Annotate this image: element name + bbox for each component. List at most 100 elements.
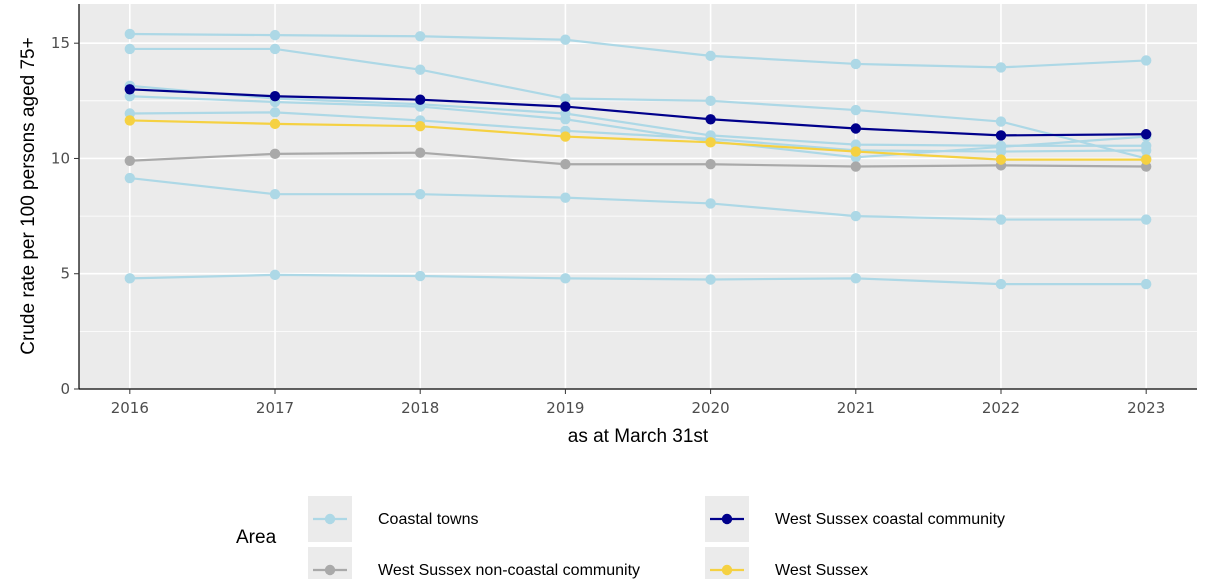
y-tick-label: 10 <box>51 149 70 167</box>
data-point <box>560 131 571 142</box>
series-1 <box>124 43 1152 164</box>
series-line <box>129 111 1147 153</box>
x-axis-ticks: 2016 2017 2018 2019 2020 2021 2022 2023 <box>111 389 1165 417</box>
data-point <box>995 146 1007 157</box>
legend-label: West Sussex non-coastal community <box>378 562 640 579</box>
data-point <box>1140 129 1152 140</box>
data-point <box>1140 145 1152 156</box>
data-point <box>995 278 1007 290</box>
x-tick-label: 2020 <box>692 399 730 417</box>
data-point <box>415 188 426 200</box>
series-line <box>129 95 1147 159</box>
data-point <box>415 147 426 158</box>
x-tick-label: 2021 <box>837 399 875 417</box>
data-point <box>560 273 571 284</box>
data-point <box>124 28 136 40</box>
data-point <box>850 58 861 70</box>
data-point <box>850 146 861 157</box>
series-layer <box>124 28 1152 290</box>
data-point <box>850 104 861 116</box>
data-point <box>124 273 136 284</box>
data-point <box>269 43 281 55</box>
legend-item: Coastal towns <box>308 496 479 542</box>
data-point <box>705 198 716 209</box>
data-point <box>269 118 281 130</box>
data-point <box>415 64 426 75</box>
series-6 <box>124 269 1152 290</box>
legend-item: West Sussex non-coastal community <box>308 547 640 579</box>
legend-title: Area <box>236 527 277 548</box>
data-point <box>1140 278 1152 290</box>
x-tick-label: 2017 <box>256 399 294 417</box>
plot-panel <box>79 4 1197 389</box>
data-point <box>415 270 426 282</box>
data-point <box>995 62 1007 73</box>
series-line <box>129 88 1147 137</box>
x-tick-label: 2016 <box>111 399 149 417</box>
legend-key-point <box>324 564 336 576</box>
data-point <box>415 94 426 105</box>
series-line <box>129 151 1147 168</box>
legend-label: West Sussex <box>775 562 868 579</box>
x-tick-label: 2023 <box>1127 399 1165 417</box>
data-point <box>705 50 716 62</box>
data-point <box>705 159 716 170</box>
y-tick-label: 5 <box>60 265 70 283</box>
data-point <box>124 115 136 126</box>
data-point <box>269 148 281 160</box>
series-line <box>129 84 1147 147</box>
data-point <box>124 43 136 55</box>
data-point <box>415 31 426 42</box>
series-8 <box>124 115 1152 165</box>
series-line <box>129 32 1147 69</box>
data-point <box>560 93 571 104</box>
data-point <box>1140 55 1152 66</box>
data-point <box>705 95 716 107</box>
series-5 <box>124 172 1152 225</box>
legend-label: Coastal towns <box>378 511 479 528</box>
data-point <box>269 269 281 281</box>
y-axis-title: Crude rate per 100 persons aged 75+ <box>18 37 39 354</box>
x-tick-label: 2018 <box>401 399 439 417</box>
data-point <box>705 114 716 125</box>
x-tick-label: 2019 <box>546 399 584 417</box>
data-point <box>269 29 281 41</box>
data-point <box>415 120 426 132</box>
data-point <box>560 101 571 112</box>
series-0 <box>124 28 1152 73</box>
data-point <box>995 154 1007 165</box>
data-point <box>850 161 861 172</box>
y-tick-label: 15 <box>51 34 70 52</box>
series-line <box>129 47 1147 160</box>
legend-key-point <box>721 513 733 525</box>
data-point <box>124 155 136 166</box>
legend: Coastal towns West Sussex coastal communi… <box>308 496 1005 579</box>
data-point <box>850 273 861 284</box>
data-point <box>995 130 1007 141</box>
data-point <box>560 34 571 45</box>
x-tick-label: 2022 <box>982 399 1020 417</box>
data-point <box>705 137 716 148</box>
data-point <box>1140 154 1152 165</box>
data-point <box>995 214 1007 225</box>
legend-item: West Sussex coastal community <box>705 496 1005 542</box>
data-point <box>269 91 281 102</box>
data-point <box>124 172 136 184</box>
data-point <box>850 210 861 222</box>
data-point <box>269 107 281 118</box>
legend-key-point <box>721 564 733 576</box>
series-line <box>129 273 1147 286</box>
legend-item: West Sussex <box>705 547 868 579</box>
legend-label: West Sussex coastal community <box>775 511 1005 528</box>
data-point <box>995 116 1007 127</box>
x-axis-title: as at March 31st <box>568 426 709 447</box>
data-point <box>850 123 861 134</box>
series-9 <box>124 84 1152 141</box>
data-point <box>1140 214 1152 225</box>
data-point <box>269 188 281 200</box>
data-point <box>560 114 571 125</box>
data-point <box>560 192 571 203</box>
data-point <box>124 84 136 95</box>
legend-key-point <box>324 513 336 525</box>
